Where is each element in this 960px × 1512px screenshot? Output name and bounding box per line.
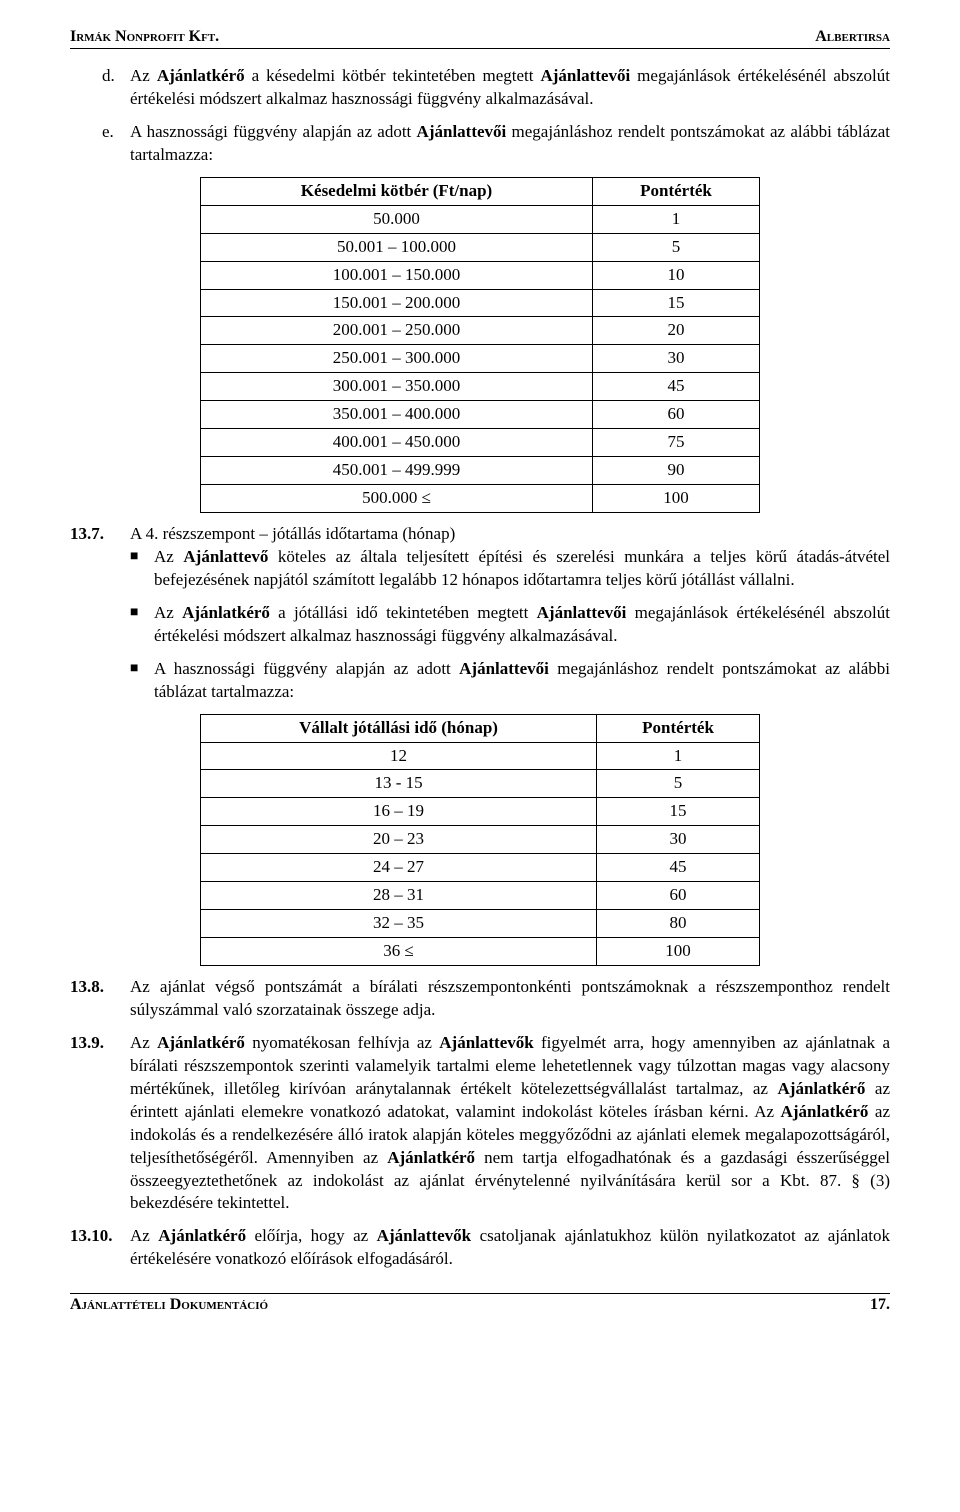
header-left: Irmák Nonprofit Kft. — [70, 28, 219, 46]
table-row: 24 – 2745 — [201, 854, 760, 882]
footer-right: 17. — [870, 1296, 890, 1314]
page-footer: Ajánlattételi Dokumentáció 17. — [70, 1293, 890, 1314]
warranty-table-col2-header: Pontérték — [597, 714, 760, 742]
table-row: 13 - 155 — [201, 770, 760, 798]
warranty-table-col1-header: Vállalt jótállási idő (hónap) — [201, 714, 597, 742]
item-13-7-bullet-1: ■ Az Ajánlattevő köteles az általa telje… — [130, 546, 890, 592]
item-13-10-text: Az Ajánlatkérő előírja, hogy az Ajánlatt… — [130, 1225, 890, 1271]
table-row: 28 – 3160 — [201, 882, 760, 910]
penalty-table-col2-header: Pontérték — [593, 177, 760, 205]
warranty-table: Vállalt jótállási idő (hónap) Pontérték … — [200, 714, 760, 966]
table-row: 32 – 3580 — [201, 910, 760, 938]
table-row: 50.0001 — [201, 205, 760, 233]
item-13-10: 13.10. Az Ajánlatkérő előírja, hogy az A… — [70, 1225, 890, 1271]
item-13-7-title: A 4. részszempont – jótállás időtartama … — [130, 523, 890, 546]
item-13-9-text: Az Ajánlatkérő nyomatékosan felhívja az … — [130, 1032, 890, 1216]
item-13-8-num: 13.8. — [70, 976, 130, 1022]
section-e: e. A hasznossági függvény alapján az ado… — [102, 121, 890, 167]
penalty-table: Késedelmi kötbér (Ft/nap) Pontérték 50.0… — [200, 177, 760, 513]
section-d: d. Az Ajánlatkérő a késedelmi kötbér tek… — [102, 65, 890, 111]
table-row: 300.001 – 350.00045 — [201, 373, 760, 401]
table-header-row: Késedelmi kötbér (Ft/nap) Pontérték — [201, 177, 760, 205]
bullet-text: Az Ajánlattevő köteles az általa teljesí… — [154, 546, 890, 592]
item-13-9-num: 13.9. — [70, 1032, 130, 1216]
table-row: 350.001 – 400.00060 — [201, 401, 760, 429]
item-13-7-num: 13.7. — [70, 523, 130, 546]
table-row: 36 ≤100 — [201, 938, 760, 966]
table-row: 20 – 2330 — [201, 826, 760, 854]
section-d-text: Az Ajánlatkérő a késedelmi kötbér tekint… — [130, 65, 890, 111]
section-e-marker: e. — [102, 121, 130, 167]
item-13-8: 13.8. Az ajánlat végső pontszámát a bírá… — [70, 976, 890, 1022]
table-row: 100.001 – 150.00010 — [201, 261, 760, 289]
table-row: 121 — [201, 742, 760, 770]
footer-left: Ajánlattételi Dokumentáció — [70, 1296, 268, 1314]
bullet-icon: ■ — [130, 658, 154, 704]
bullet-text: Az Ajánlatkérő a jótállási idő tekinteté… — [154, 602, 890, 648]
body-content: d. Az Ajánlatkérő a késedelmi kötbér tek… — [70, 65, 890, 1271]
page-header: Irmák Nonprofit Kft. Albertirsa — [70, 28, 890, 49]
item-13-7: 13.7. A 4. részszempont – jótállás időta… — [70, 523, 890, 546]
table-row: 50.001 – 100.0005 — [201, 233, 760, 261]
bullet-icon: ■ — [130, 546, 154, 592]
bullet-icon: ■ — [130, 602, 154, 648]
table-row: 450.001 – 499.99990 — [201, 457, 760, 485]
table-row: 150.001 – 200.00015 — [201, 289, 760, 317]
item-13-7-bullet-2: ■ Az Ajánlatkérő a jótállási idő tekinte… — [130, 602, 890, 648]
item-13-9: 13.9. Az Ajánlatkérő nyomatékosan felhív… — [70, 1032, 890, 1216]
item-13-8-text: Az ajánlat végső pontszámát a bírálati r… — [130, 976, 890, 1022]
item-13-7-bullet-3: ■ A hasznossági függvény alapján az adot… — [130, 658, 890, 704]
header-right: Albertirsa — [815, 28, 890, 46]
table-row: 400.001 – 450.00075 — [201, 429, 760, 457]
table-row: 16 – 1915 — [201, 798, 760, 826]
section-e-text: A hasznossági függvény alapján az adott … — [130, 121, 890, 167]
table-row: 250.001 – 300.00030 — [201, 345, 760, 373]
page: Irmák Nonprofit Kft. Albertirsa d. Az Aj… — [0, 0, 960, 1512]
table-row: 200.001 – 250.00020 — [201, 317, 760, 345]
table-row: 500.000 ≤100 — [201, 485, 760, 513]
section-d-marker: d. — [102, 65, 130, 111]
table-header-row: Vállalt jótállási idő (hónap) Pontérték — [201, 714, 760, 742]
penalty-table-col1-header: Késedelmi kötbér (Ft/nap) — [201, 177, 593, 205]
bullet-text: A hasznossági függvény alapján az adott … — [154, 658, 890, 704]
item-13-10-num: 13.10. — [70, 1225, 130, 1271]
